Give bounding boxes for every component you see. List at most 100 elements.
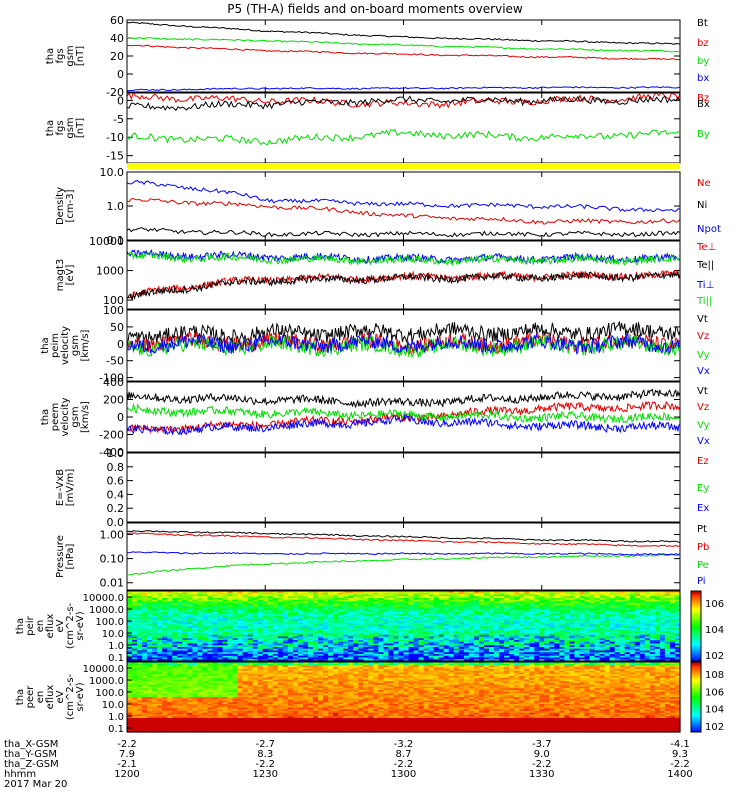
heatmap-cell [388,599,395,603]
heatmap-cell [328,610,334,613]
heatmap-cell [529,629,535,632]
heatmap-cell [659,659,666,662]
heatmap-cell [604,594,611,597]
heatmap-cell [313,638,319,641]
heatmap-cell [468,636,475,639]
heatmap-cell [659,636,666,639]
heatmap-cell [323,647,329,650]
heatmap-cell [519,645,525,648]
heatmap-cell [388,606,395,610]
heatmap-cell [669,596,676,599]
heatmap-cell [408,613,415,617]
heatmap-cell [177,663,183,667]
heatmap-cell [152,663,158,667]
heatmap-cell [388,610,395,613]
heatmap-cell [468,624,475,627]
heatmap-cell [569,608,576,611]
heatmap-cell [649,652,656,655]
heatmap-cell [262,615,269,618]
heatmap-cell [227,629,234,632]
heatmap-cell [629,606,636,610]
ylabel-electron-spectrogram: sr-eV) [75,682,86,711]
heatmap-cell [177,659,183,662]
heatmap-cell [453,605,460,608]
heatmap-cell [202,594,209,597]
heatmap-cell [478,634,485,638]
heatmap-cell [468,634,475,638]
heatmap-cell [297,650,304,653]
heatmap-cell [247,631,254,634]
heatmap-cell [609,608,616,611]
heatmap-cell [539,612,545,615]
heatmap-cell [292,657,299,660]
heatmap-cell [493,648,500,652]
heatmap-cell [127,620,133,624]
heatmap-cell [659,594,666,597]
heatmap-cell [383,617,390,620]
heatmap-cell [302,645,309,648]
heatmap-cell [478,615,485,618]
heatmap-cell [242,615,249,618]
heatmap-cell [323,659,329,662]
heatmap-cell [423,645,430,648]
heatmap-cell [554,605,560,608]
heatmap-cell [529,626,535,629]
heatmap-cell [614,605,621,608]
heatmap-cell [388,601,395,604]
heatmap-cell [267,631,274,634]
heatmap-cell [152,641,158,645]
heatmap-cell [147,647,153,650]
heatmap-cell [338,645,344,648]
heatmap-cell [313,619,319,622]
heatmap-cell [313,633,319,636]
heatmap-cell [549,636,555,639]
heatmap-cell [212,605,219,608]
heatmap-cell [358,629,364,632]
heatmap-cell [237,638,244,641]
heatmap-cell [619,617,626,620]
heatmap-cell [302,636,309,639]
heatmap-cell [554,608,560,611]
heatmap-cell [272,594,279,597]
heatmap-cell [242,620,249,624]
heatmap-cell [493,603,500,606]
heatmap-cell [262,634,269,638]
heatmap-cell [423,633,430,636]
heatmap-cell [302,629,309,632]
heatmap-cell [594,610,601,613]
heatmap-cell [257,601,264,604]
heatmap-cell [393,654,400,657]
heatmap-cell [654,608,661,611]
heatmap-cell [333,657,339,660]
heatmap-cell [448,631,455,634]
heatmap-cell [348,650,354,653]
heatmap-cell [378,619,384,622]
heatmap-cell [252,663,259,667]
heatmap-cell [212,610,219,613]
heatmap-cell [237,643,244,646]
heatmap-cell [504,613,510,617]
heatmap-cell [669,636,676,639]
heatmap-cell [287,606,294,610]
heatmap-cell [639,598,646,601]
heatmap-cell [659,613,666,617]
heatmap-cell [488,606,495,610]
heatmap-cell [348,599,354,603]
heatmap-cell [594,663,601,667]
heatmap-cell [297,640,304,643]
heatmap-cell [664,613,671,617]
heatmap-cell [282,615,289,618]
heatmap-cell [433,641,440,645]
heatmap-cell [287,594,294,597]
heatmap-cell [363,599,369,603]
heatmap-cell [488,643,495,646]
heatmap-cell [172,636,178,639]
heatmap-cell [142,610,148,613]
heatmap-cell [202,624,209,627]
heatmap-cell [353,603,359,606]
heatmap-cell [192,643,198,646]
heatmap-cell [343,650,349,653]
heatmap-cell [333,629,339,632]
heatmap-cell [307,599,314,603]
heatmap-cell [247,662,254,665]
